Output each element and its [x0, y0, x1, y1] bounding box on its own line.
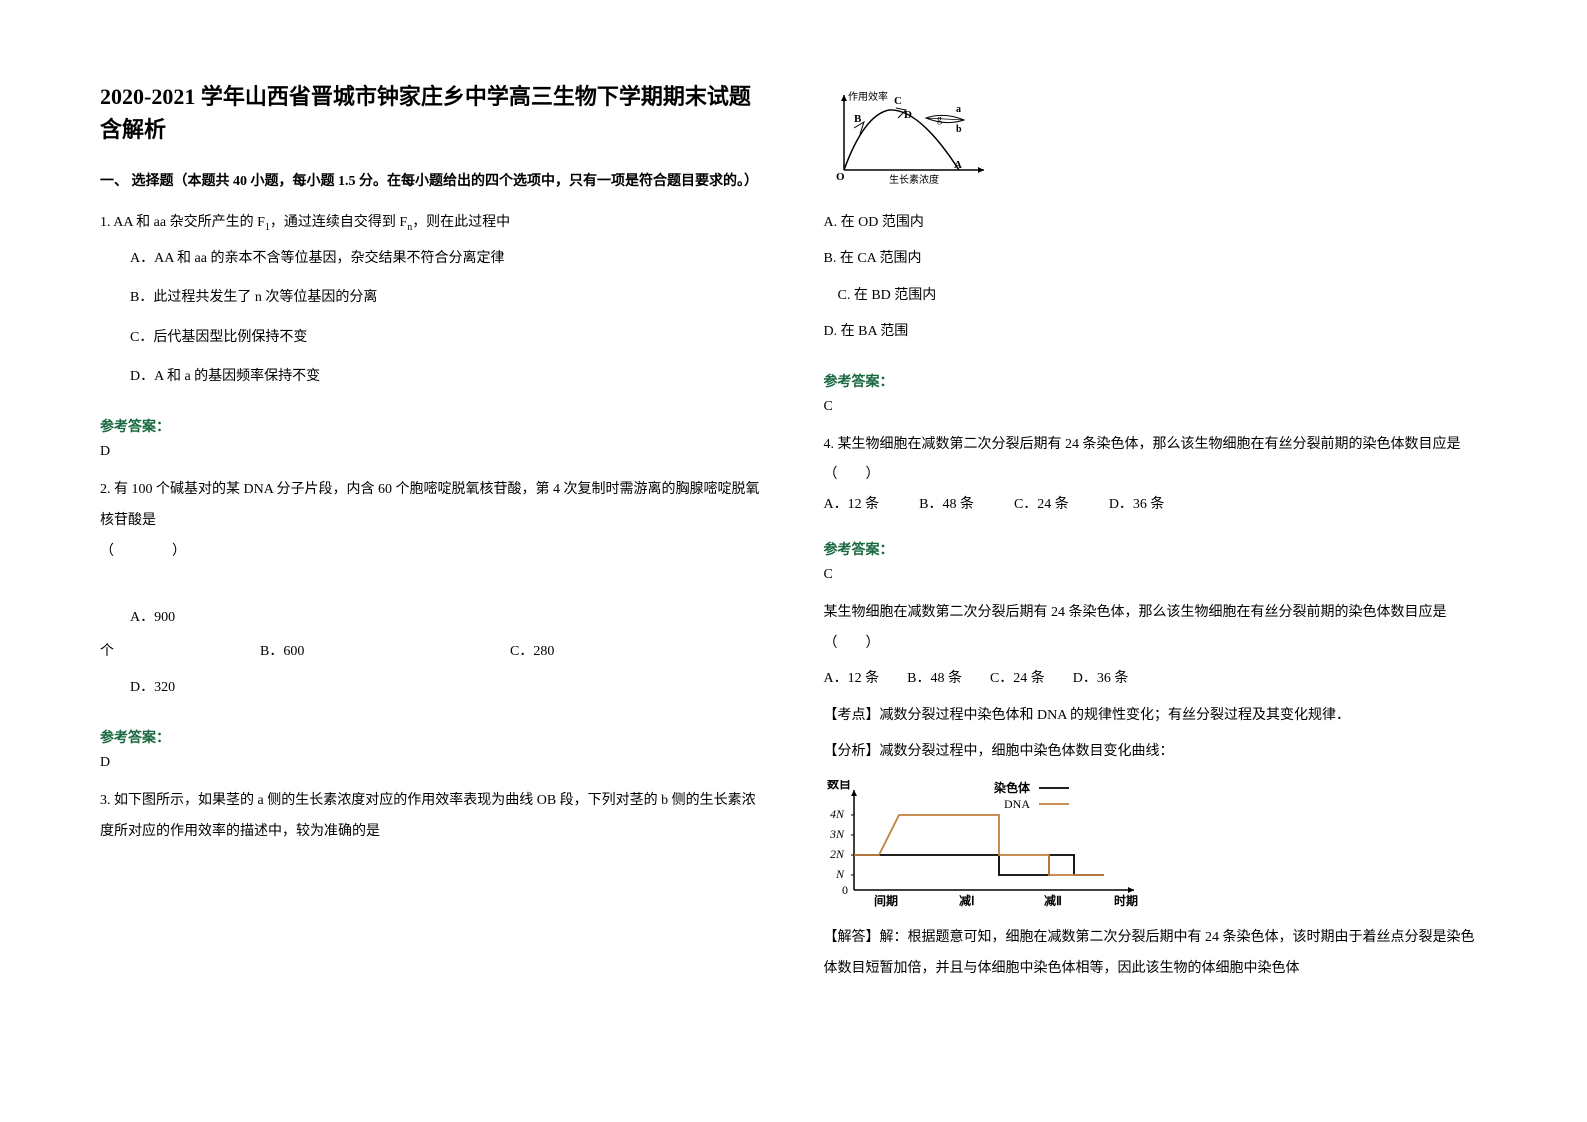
chart-ylabel: 数目	[827, 780, 851, 791]
q2-opt-a: A．900	[100, 598, 764, 637]
q2-opt-row: 个 B．600 C．280	[100, 637, 764, 668]
answer-label-2: 参考答案：	[100, 727, 764, 747]
q4-restate: 某生物细胞在减数第二次分裂后期有 24 条染色体，那么该生物细胞在有丝分裂前期的…	[824, 598, 1488, 660]
chart-svg: 数目 4N 3N 2N N 0 间期 减Ⅰ 减Ⅱ 时期 染色体 DNA	[824, 780, 1204, 910]
question-3: 3. 如下图所示，如果茎的 a 侧的生长素浓度对应的作用效率表现为曲线 OB 段…	[100, 786, 764, 848]
q3-opt-b: B. 在 CA 范围内	[824, 241, 1488, 277]
doc-title: 2020-2021 学年山西省晋城市钟家庄乡中学高三生物下学期期末试题含解析	[100, 80, 764, 146]
q4-stem: 4. 某生物细胞在减数第二次分裂后期有 24 条染色体，那么该生物细胞在有丝分裂…	[824, 430, 1488, 492]
svg-text:减Ⅱ: 减Ⅱ	[1044, 893, 1062, 908]
q1-opt-a: A．AA 和 aa 的亲本不含等位基因，杂交结果不符合分离定律	[130, 239, 764, 278]
svg-text:2N: 2N	[830, 847, 845, 861]
svg-text:减Ⅰ: 减Ⅰ	[959, 893, 975, 908]
svg-text:B: B	[854, 113, 862, 125]
q4-kaodian: 【考点】减数分裂过程中染色体和 DNA 的规律性变化；有丝分裂过程及其变化规律．	[824, 701, 1488, 732]
q3-stem: 3. 如下图所示，如果茎的 a 侧的生长素浓度对应的作用效率表现为曲线 OB 段…	[100, 786, 764, 848]
q4-opt-b: B．48 条	[919, 491, 974, 519]
q4-opt-a: A．12 条	[824, 491, 880, 519]
q4-opt-c: C．24 条	[1014, 491, 1069, 519]
q1-options: A．AA 和 aa 的亲本不含等位基因，杂交结果不符合分离定律 B．此过程共发生…	[100, 239, 764, 396]
q1-opt-b: B．此过程共发生了 n 次等位基因的分离	[130, 278, 764, 317]
q4-options: A．12 条 B．48 条 C．24 条 D．36 条	[824, 491, 1488, 519]
left-column: 2020-2021 学年山西省晋城市钟家庄乡中学高三生物下学期期末试题含解析 一…	[100, 80, 764, 1082]
svg-text:3N: 3N	[829, 827, 845, 841]
q2-opt-b-prefix: 个	[100, 637, 260, 668]
q3-answer: C	[824, 399, 1488, 415]
svg-text:N: N	[835, 867, 845, 881]
question-2: 2. 有 100 个碱基对的某 DNA 分子片段，内含 60 个胞嘧啶脱氧核苷酸…	[100, 475, 764, 707]
svg-text:0: 0	[842, 883, 848, 897]
svg-text:g: g	[937, 114, 942, 125]
q3-opt-c: C. 在 BD 范围内	[824, 278, 1488, 314]
curve-ylabel: 作用效率	[848, 90, 888, 103]
svg-text:时期: 时期	[1114, 893, 1138, 908]
q1-opt-c: C．后代基因型比例保持不变	[130, 318, 764, 357]
q3-options: A. 在 OD 范围内 B. 在 CA 范围内 C. 在 BD 范围内 D. 在…	[824, 205, 1488, 351]
svg-text:b: b	[956, 124, 962, 135]
q2-opt-b: B．600	[260, 637, 510, 668]
q2-paren: （ ）	[100, 537, 764, 568]
question-1: 1. AA 和 aa 杂交所产生的 F1，通过连续自交得到 Fn，则在此过程中 …	[100, 208, 764, 396]
section-header: 一、 选择题（本题共 40 小题，每小题 1.5 分。在每小题给出的四个选项中，…	[100, 171, 764, 193]
svg-text:染色体: 染色体	[993, 780, 1031, 795]
q3-opt-d: D. 在 BA 范围	[824, 314, 1488, 350]
svg-text:D: D	[904, 109, 912, 121]
answer-label-4: 参考答案：	[824, 539, 1488, 559]
svg-text:a: a	[956, 104, 961, 115]
q2-opt-d: D．320	[100, 668, 764, 707]
svg-text:C: C	[894, 95, 902, 107]
svg-text:间期: 间期	[874, 893, 898, 908]
question-4: 4. 某生物细胞在减数第二次分裂后期有 24 条染色体，那么该生物细胞在有丝分裂…	[824, 430, 1488, 520]
q2-opt-c: C．280	[510, 637, 554, 668]
q4-opt-d: D．36 条	[1109, 491, 1165, 519]
q3-curve-figure: 作用效率 C B D O A a g b 生长素浓度	[834, 90, 1488, 190]
q2-stem: 2. 有 100 个碱基对的某 DNA 分子片段，内含 60 个胞嘧啶脱氧核苷酸…	[100, 475, 764, 537]
q1-opt-d: D．A 和 a 的基因频率保持不变	[130, 357, 764, 396]
answer-label-1: 参考答案：	[100, 416, 764, 436]
q1-stem-suffix: ，则在此过程中	[412, 215, 510, 230]
q1-stem-mid: ，通过连续自交得到 F	[270, 215, 407, 230]
svg-text:O: O	[836, 171, 845, 183]
q1-answer: D	[100, 444, 764, 460]
q4-restate-opts: A．12 条 B．48 条 C．24 条 D．36 条	[824, 665, 1488, 693]
q2-answer: D	[100, 755, 764, 771]
q3-opt-a: A. 在 OD 范围内	[824, 205, 1488, 241]
svg-text:4N: 4N	[830, 807, 845, 821]
svg-text:DNA: DNA	[1004, 797, 1030, 811]
curve-xlabel: 生长素浓度	[889, 173, 939, 185]
q4-jieda: 【解答】解：根据题意可知，细胞在减数第二次分裂后期中有 24 条染色体，该时期由…	[824, 923, 1488, 985]
answer-label-3: 参考答案：	[824, 371, 1488, 391]
svg-text:A: A	[954, 159, 962, 171]
curve-svg: 作用效率 C B D O A a g b 生长素浓度	[834, 90, 994, 185]
q4-fenxi: 【分析】减数分裂过程中，细胞中染色体数目变化曲线：	[824, 737, 1488, 768]
q1-stem-prefix: 1. AA 和 aa 杂交所产生的 F	[100, 215, 265, 230]
right-column: 作用效率 C B D O A a g b 生长素浓度 A. 在 OD 范围内 B…	[824, 80, 1488, 1082]
q4-answer: C	[824, 567, 1488, 583]
q4-chart-figure: 数目 4N 3N 2N N 0 间期 减Ⅰ 减Ⅱ 时期 染色体 DNA	[824, 780, 1488, 915]
